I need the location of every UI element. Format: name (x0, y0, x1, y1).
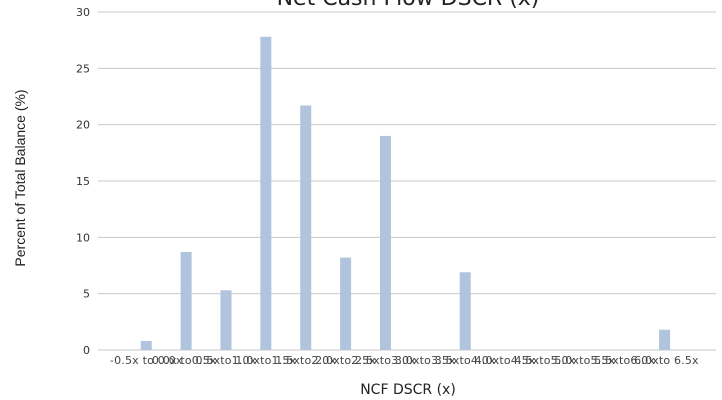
bars (140, 36, 671, 350)
bar (180, 251, 192, 350)
y-axis-label: Percent of Total Balance (%) (12, 89, 28, 266)
x-axis-label: NCF DSCR (x) (360, 382, 456, 398)
y-tick-label: 0 (83, 344, 90, 357)
bar (340, 257, 352, 350)
gridlines (98, 11, 716, 351)
bar (140, 340, 152, 350)
bar (659, 329, 671, 350)
x-tick-label: 4.5x to 5.0x (511, 354, 580, 367)
x-tick-label: -0.5x to 0.0x (110, 354, 183, 367)
x-tick-label: 3.0x to 3.5x (391, 354, 460, 367)
y-tick-label: 20 (76, 119, 90, 132)
x-tick-label: 5.0x to 5.5x (551, 354, 620, 367)
x-tick-label: 0.5x to 1.0x (192, 354, 261, 367)
y-tick-label: 5 (83, 288, 90, 301)
y-tick-label: 10 (76, 231, 90, 244)
bar (459, 272, 471, 350)
x-tick-label: 2.0x to 2.5x (311, 354, 380, 367)
x-tick-label: 0.0x to 0.5x (152, 354, 221, 367)
x-tick-label: 1.0x to 1.5x (232, 354, 301, 367)
x-tick-label: 2.5x to 3.0x (351, 354, 420, 367)
y-tick-label: 30 (76, 6, 90, 19)
bar (220, 290, 232, 350)
x-tick-label: 5.5x to 6.0x (590, 354, 659, 367)
x-tick-label: 6.0x to 6.5x (630, 354, 699, 367)
x-tick-label: 3.5x to 4.0x (431, 354, 500, 367)
bar (300, 105, 312, 350)
x-tick-label: 4.0x to 4.5x (471, 354, 540, 367)
y-tick-labels: 0 5 10 15 20 25 30 (76, 6, 90, 357)
x-tick-label: 1.5x to 2.0x (272, 354, 341, 367)
y-tick-label: 15 (76, 175, 90, 188)
bar (260, 36, 272, 350)
chart-title: Net Cash Flow DSCR (x) (277, 0, 540, 11)
x-tick-labels: -0.5x to 0.0x0.0x to 0.5x0.5x to 1.0x1.0… (110, 354, 699, 367)
bar (379, 135, 391, 350)
y-tick-label: 25 (76, 62, 90, 75)
